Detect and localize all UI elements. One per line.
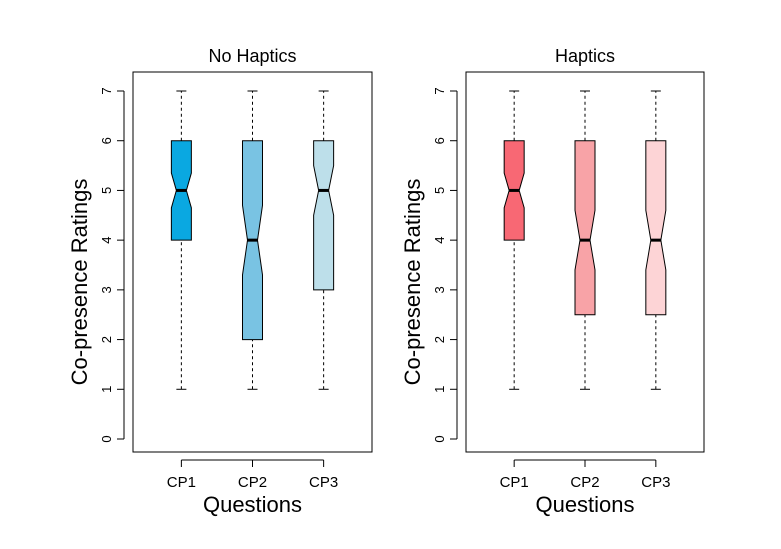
y-tick-label: 2: [432, 336, 447, 343]
x-axis-label: Questions: [535, 492, 634, 517]
x-tick-label: CP2: [570, 474, 599, 491]
x-axis-label: Questions: [203, 492, 302, 517]
x-tick-label: CP2: [238, 474, 267, 491]
box-cp3: [313, 90, 335, 390]
y-tick-label: 6: [99, 137, 114, 144]
box-cp2: [242, 90, 263, 390]
y-tick-label: 7: [432, 87, 447, 94]
y-axis-label: Co-presence Ratings: [400, 179, 425, 386]
chart-title: No Haptics: [208, 46, 296, 66]
x-tick-label: CP1: [500, 474, 529, 491]
plot-frame: [132, 71, 373, 453]
y-tick-label: 3: [99, 286, 114, 293]
box-body: [313, 140, 335, 291]
y-tick-label: 1: [99, 386, 114, 393]
y-tick-label: 4: [432, 237, 447, 244]
box-cp1: [503, 90, 525, 390]
box-cp3: [645, 90, 667, 390]
x-tick-label: CP3: [641, 474, 670, 491]
y-tick-label: 7: [99, 87, 114, 94]
y-tick-label: 5: [432, 187, 447, 194]
y-tick-label: 0: [99, 435, 114, 442]
box-cp2: [574, 90, 596, 390]
box-body: [645, 140, 667, 316]
y-tick-label: 1: [432, 386, 447, 393]
box-body: [574, 140, 596, 316]
chart-panel-2: Haptics 0 1 2 3 4 5 6 7 Co-presence Ratings CP1 CP2…: [400, 46, 705, 517]
x-tick-label: CP1: [167, 474, 196, 491]
y-tick-label: 3: [432, 286, 447, 293]
y-tick-label: 4: [99, 237, 114, 244]
y-axis-label: Co-presence Ratings: [67, 179, 92, 386]
plot-frame: [465, 71, 705, 453]
chart-panel-1: No Haptics 0 1 2 3 4 5 6 7 Co-presence Ratings CP1…: [67, 46, 373, 517]
y-tick-label: 6: [432, 137, 447, 144]
chart-title: Haptics: [555, 46, 615, 66]
y-tick-label: 5: [99, 187, 114, 194]
y-tick-label: 0: [432, 435, 447, 442]
x-tick-label: CP3: [309, 474, 338, 491]
box-cp1: [170, 90, 192, 390]
y-tick-label: 2: [99, 336, 114, 343]
